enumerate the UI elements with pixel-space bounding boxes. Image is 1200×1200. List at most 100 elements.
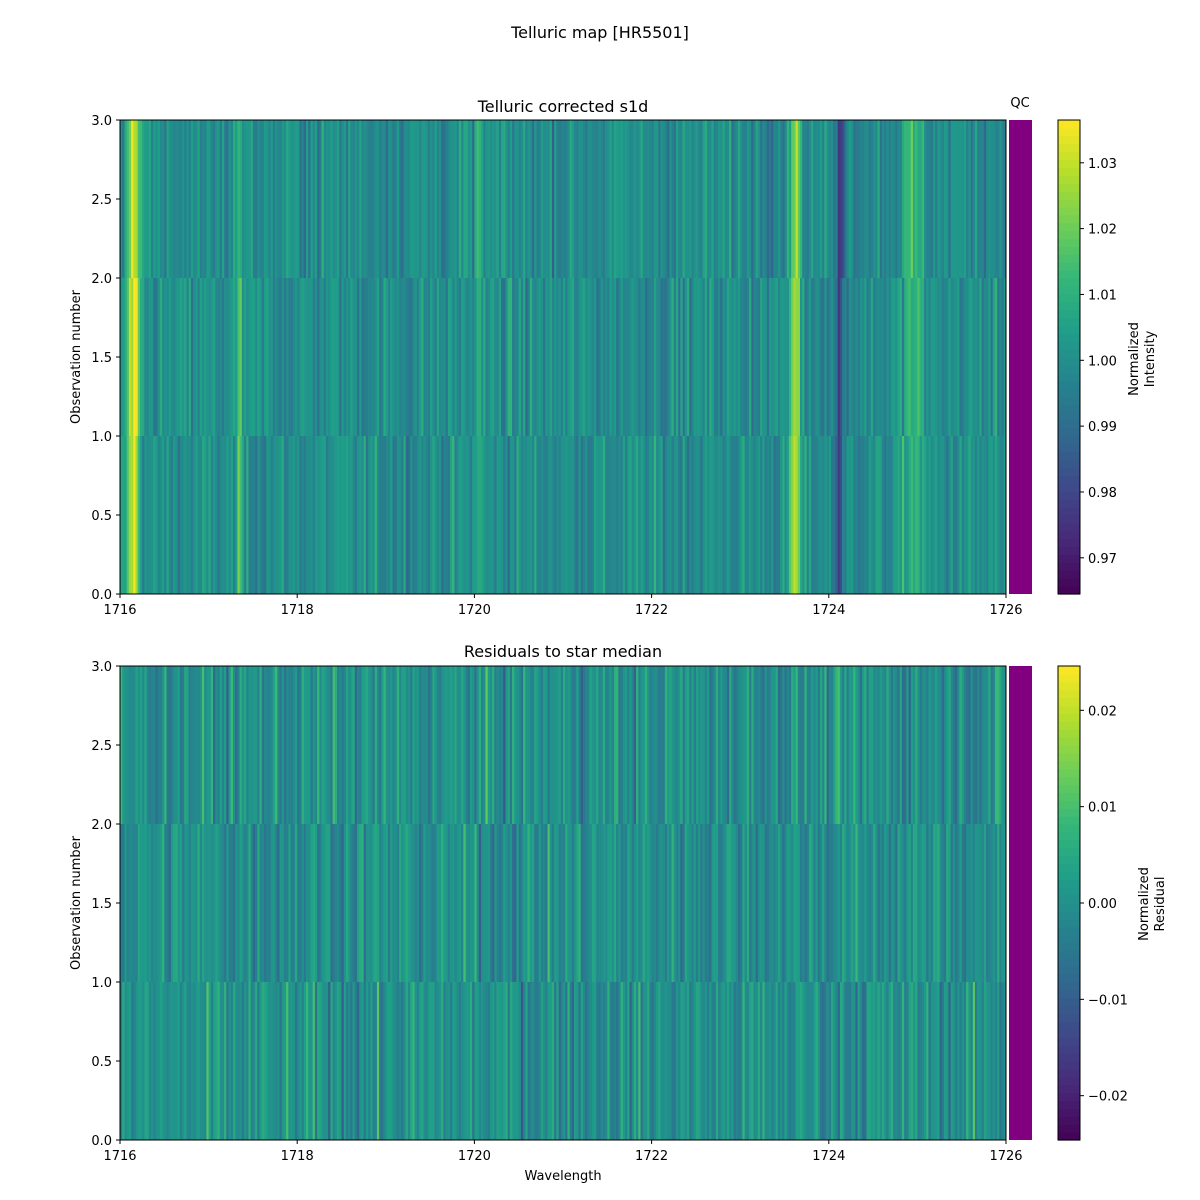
heatmap-cell — [930, 436, 934, 594]
heatmap-cell — [403, 666, 407, 824]
heatmap-cell — [310, 278, 314, 436]
heatmap-cell — [219, 120, 223, 278]
heatmap-cell — [193, 278, 196, 436]
heatmap-cell — [640, 278, 644, 436]
heatmap-cell — [888, 436, 892, 594]
heatmap-cell — [352, 982, 356, 1140]
heatmap-cell — [682, 824, 686, 982]
heatmap-cell — [930, 824, 934, 982]
heatmap-cell — [917, 666, 920, 824]
heatmap-cell — [1001, 436, 1005, 594]
heatmap-cell — [988, 824, 991, 982]
heatmap-cell — [474, 436, 477, 594]
heatmap-cell — [793, 824, 796, 982]
heatmap-cell — [430, 666, 433, 824]
heatmap-cell — [556, 278, 559, 436]
y-tick-label: 3.0 — [91, 114, 112, 129]
heatmap-cell — [155, 120, 158, 278]
heatmap-cell — [658, 120, 661, 278]
heatmap-cell — [961, 666, 965, 824]
heatmap-cell — [930, 120, 934, 278]
heatmap-cell — [605, 278, 608, 436]
heatmap-cell — [611, 278, 615, 436]
heatmap-cell — [507, 666, 511, 824]
heatmap-cell — [749, 982, 752, 1140]
heatmap-cell — [616, 120, 619, 278]
heatmap-cell — [301, 666, 305, 824]
heatmap-cell — [481, 824, 484, 982]
heatmap-cell — [983, 120, 987, 278]
heatmap-cell — [704, 824, 708, 982]
heatmap-cell — [239, 436, 243, 594]
heatmap-cell — [992, 436, 996, 594]
heatmap-cell — [647, 278, 650, 436]
heatmap-cell — [407, 436, 411, 594]
heatmap-cell — [729, 436, 732, 594]
heatmap-cell — [388, 982, 391, 1140]
heatmap-cell — [438, 436, 442, 594]
heatmap-cell — [884, 120, 887, 278]
heatmap-cell — [259, 120, 263, 278]
heatmap-cell — [735, 436, 739, 594]
heatmap-cell — [698, 824, 701, 982]
heatmap-cell — [959, 824, 963, 982]
heatmap-cell — [489, 982, 493, 1140]
heatmap-cell — [749, 436, 752, 594]
heatmap-cell — [326, 120, 329, 278]
heatmap-cell — [839, 824, 843, 982]
colorbar-segment — [1058, 729, 1080, 738]
heatmap-cell — [904, 982, 907, 1140]
colorbar-segment — [1058, 586, 1080, 595]
heatmap-cell — [611, 982, 615, 1140]
colorbar-segment — [1058, 270, 1080, 279]
heatmap-cell — [797, 982, 801, 1140]
heatmap-cell — [516, 120, 520, 278]
heatmap-cell — [452, 120, 455, 278]
y-tick-label: 0.0 — [91, 588, 112, 603]
heatmap-cell — [653, 436, 657, 594]
heatmap-cell — [410, 278, 413, 436]
heatmap-cell — [512, 120, 515, 278]
heatmap-cell — [678, 824, 681, 982]
heatmap-cell — [684, 982, 688, 1140]
heatmap-cell — [126, 666, 130, 824]
heatmap-cell — [536, 278, 539, 436]
heatmap-cell — [224, 666, 227, 824]
heatmap-cell — [921, 982, 925, 1140]
heatmap-cell — [388, 120, 391, 278]
heatmap-cell — [326, 824, 329, 982]
heatmap-cell — [286, 666, 289, 824]
heatmap-cell — [571, 436, 575, 594]
heatmap-cell — [669, 666, 672, 824]
heatmap-cell — [667, 666, 670, 824]
heatmap-cell — [131, 982, 134, 1140]
heatmap-cell — [261, 824, 265, 982]
heatmap-cell — [837, 120, 841, 278]
heatmap-cell — [963, 824, 967, 982]
heatmap-cell — [270, 982, 274, 1140]
heatmap-cell — [884, 666, 887, 824]
heatmap-cell — [317, 278, 320, 436]
heatmap-cell — [500, 824, 504, 982]
heatmap-cell — [788, 666, 792, 824]
heatmap-cell — [252, 824, 256, 982]
heatmap-cell — [609, 982, 613, 1140]
heatmap-cell — [219, 436, 223, 594]
heatmap-cell — [740, 436, 743, 594]
heatmap-cell — [155, 278, 158, 436]
heatmap-cell — [337, 824, 340, 982]
heatmap-cell — [755, 824, 759, 982]
heatmap-cell — [709, 436, 712, 594]
heatmap-cell — [607, 824, 610, 982]
heatmap-cell — [999, 824, 1002, 982]
heatmap-cell — [221, 666, 225, 824]
heatmap-cell — [970, 278, 974, 436]
heatmap-cell — [808, 824, 812, 982]
heatmap-cell — [261, 666, 265, 824]
heatmap-cell — [746, 120, 750, 278]
heatmap-cell — [616, 982, 619, 1140]
heatmap-cell — [505, 278, 508, 436]
heatmap-cell — [968, 982, 971, 1140]
heatmap-cell — [567, 278, 570, 436]
heatmap-cell — [895, 436, 898, 594]
